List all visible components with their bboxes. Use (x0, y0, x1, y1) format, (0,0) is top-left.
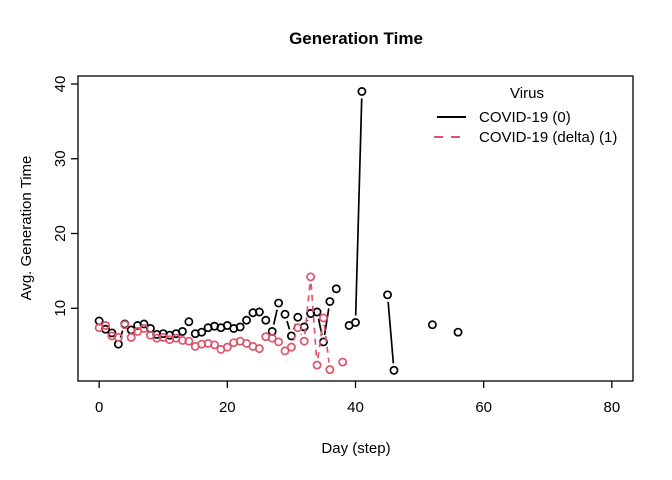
data-point (210, 340, 219, 350)
series-segment (292, 334, 297, 341)
series-segment (354, 98, 363, 316)
legend-title: Virus (510, 85, 544, 102)
data-point (325, 365, 335, 375)
series-segment (387, 301, 395, 364)
data-point (113, 332, 123, 342)
y-axis-ticks: 10 20 30 40 (52, 76, 78, 317)
data-point (383, 290, 392, 300)
data-point (293, 312, 303, 322)
data-point (222, 342, 232, 352)
x-tick-label: 20 (219, 399, 236, 416)
data-point (184, 336, 194, 346)
data-point (242, 315, 252, 325)
data-point (139, 323, 149, 333)
data-point (178, 326, 187, 336)
data-point (319, 313, 328, 323)
chart-title: Generation Time (289, 29, 423, 48)
data-point (338, 357, 348, 367)
y-tick-label: 40 (52, 76, 69, 93)
data-point (254, 307, 264, 317)
series-delta (94, 272, 348, 375)
y-axis-label: Avg. Generation Time (18, 156, 35, 301)
data-point (325, 297, 335, 306)
x-axis-ticks: 0 20 40 60 80 (95, 381, 620, 416)
series-segment (317, 324, 324, 359)
x-tick-label: 80 (604, 399, 621, 416)
data-series-layer (94, 87, 463, 375)
data-point (139, 319, 149, 329)
series-segment (286, 320, 291, 330)
series-segment (272, 309, 278, 325)
data-point (126, 332, 136, 342)
y-tick-label: 20 (52, 225, 69, 242)
x-axis-label: Day (step) (321, 440, 390, 457)
data-point (267, 333, 277, 343)
data-point (280, 346, 290, 356)
data-point (261, 315, 271, 325)
data-point (331, 284, 341, 294)
data-point (312, 360, 322, 370)
data-point (120, 320, 130, 330)
data-point (293, 323, 303, 333)
y-tick-label: 10 (52, 300, 69, 317)
series-segment (310, 283, 318, 359)
legend-entry-covid19-delta: COVID-19 (delta) (1) (479, 129, 617, 146)
data-point (389, 365, 399, 375)
data-point (427, 320, 437, 330)
y-tick-label: 30 (52, 150, 69, 167)
data-point (299, 336, 309, 346)
x-tick-label: 60 (475, 399, 492, 416)
legend: Virus COVID-19 (0) COVID-19 (delta) (1) (434, 85, 617, 146)
data-point (280, 309, 290, 319)
data-point (351, 318, 360, 327)
x-tick-label: 40 (347, 399, 364, 416)
data-point (357, 87, 367, 96)
series-segment (119, 330, 124, 338)
data-point (306, 272, 316, 282)
data-point (274, 337, 284, 347)
data-point (184, 317, 194, 327)
legend-entry-covid19: COVID-19 (0) (479, 109, 571, 126)
series-segment (304, 283, 311, 335)
data-point (286, 342, 296, 352)
data-point (254, 344, 264, 354)
data-point (312, 307, 322, 317)
data-point (453, 327, 463, 337)
data-point (235, 322, 245, 332)
data-point (107, 328, 117, 338)
data-point (274, 298, 284, 308)
data-point (197, 327, 207, 337)
x-tick-label: 0 (95, 399, 103, 416)
data-point (101, 321, 111, 330)
